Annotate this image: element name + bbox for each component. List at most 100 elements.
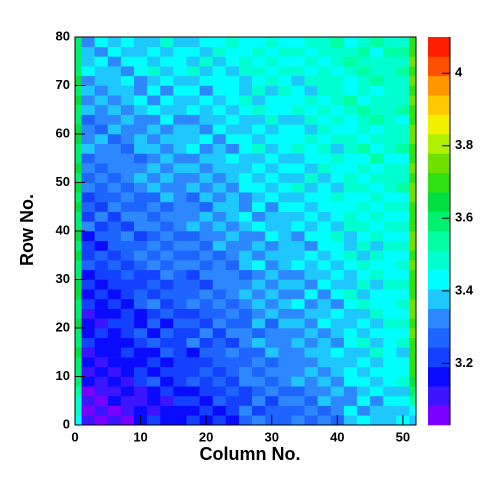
cell [278, 260, 292, 271]
cell [396, 56, 410, 67]
x-tick-label: 30 [264, 429, 278, 444]
cell [173, 124, 187, 135]
cell [238, 134, 253, 144]
cell [147, 405, 161, 416]
cell [120, 347, 135, 358]
y-tick-label: 50 [56, 174, 70, 189]
cell [81, 298, 95, 309]
x-tick-label: 10 [133, 429, 147, 444]
cell [383, 66, 397, 77]
cell [383, 269, 397, 280]
cell [291, 201, 305, 212]
cell [317, 153, 332, 164]
cell [238, 318, 253, 329]
cell [186, 66, 200, 77]
cell [147, 75, 161, 86]
cell [94, 405, 109, 416]
cell [396, 172, 410, 183]
cell [225, 46, 240, 57]
cell [343, 357, 358, 368]
cell [212, 153, 227, 164]
cell [225, 231, 240, 241]
cell [147, 231, 161, 241]
cell [330, 221, 345, 232]
cell [330, 405, 345, 416]
cell [173, 201, 187, 212]
cell [134, 347, 148, 358]
cell [160, 386, 174, 397]
cell [134, 366, 148, 377]
cell [120, 337, 135, 348]
cell [81, 163, 95, 174]
cell [147, 56, 161, 67]
cell [120, 376, 135, 387]
cell [356, 104, 371, 115]
cell [291, 289, 305, 300]
cell [107, 46, 122, 57]
cell [370, 104, 384, 115]
cell [147, 318, 161, 329]
cell [343, 56, 358, 67]
cell [173, 260, 187, 271]
cell [160, 95, 174, 106]
colorbar-band [428, 95, 450, 115]
cell [409, 143, 417, 154]
cell [134, 124, 148, 135]
cell [383, 415, 397, 426]
cell [383, 134, 397, 144]
cell [75, 182, 82, 193]
cell [75, 221, 82, 232]
cell [81, 95, 95, 106]
cell [304, 337, 318, 348]
cell [343, 182, 358, 193]
cell [409, 66, 417, 77]
cell [134, 298, 148, 309]
cell [304, 124, 318, 135]
cell [107, 182, 122, 193]
cell [199, 395, 214, 406]
cell [383, 56, 397, 67]
cell [383, 231, 397, 241]
cell [343, 75, 358, 86]
cell [160, 143, 174, 154]
cell [81, 114, 95, 125]
colorbar-band [428, 250, 450, 271]
cell [147, 153, 161, 164]
cell [317, 46, 332, 57]
cell [383, 376, 397, 387]
cell [81, 289, 95, 300]
cell [304, 114, 318, 125]
cell [330, 386, 345, 397]
cell [383, 104, 397, 115]
cell [134, 289, 148, 300]
cell [120, 95, 135, 106]
cell [81, 260, 95, 271]
cell [107, 75, 122, 86]
cell [199, 308, 214, 319]
cell [120, 37, 135, 47]
cell [330, 134, 345, 144]
cell [330, 192, 345, 203]
cell [278, 37, 292, 47]
cell [107, 85, 122, 96]
cell [134, 211, 148, 222]
cell [186, 134, 200, 144]
cell [252, 95, 266, 106]
cell [409, 260, 417, 271]
colorbar-tick-label: 3.6 [455, 210, 473, 225]
cell [81, 153, 95, 164]
cell [75, 85, 82, 96]
cell [173, 153, 187, 164]
cell [278, 75, 292, 86]
cell [81, 37, 95, 47]
cell [317, 231, 332, 241]
cell [252, 279, 266, 290]
cell [238, 172, 253, 183]
colorbar-band [428, 134, 450, 154]
cell [409, 337, 417, 348]
cell [356, 308, 371, 319]
cell [383, 124, 397, 135]
cell [356, 405, 371, 416]
cell [304, 347, 318, 358]
cell [396, 308, 410, 319]
